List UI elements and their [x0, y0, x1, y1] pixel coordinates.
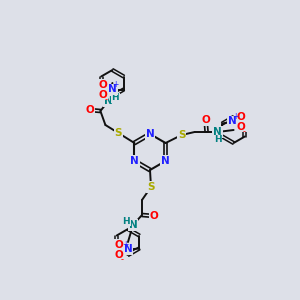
- Text: O: O: [98, 80, 107, 89]
- Text: O: O: [237, 122, 246, 131]
- Text: +: +: [232, 112, 239, 121]
- Text: O: O: [237, 112, 246, 122]
- Text: N: N: [130, 156, 139, 166]
- Text: N: N: [124, 244, 133, 254]
- Text: O: O: [85, 105, 94, 115]
- Text: O: O: [201, 115, 210, 125]
- Text: N: N: [104, 96, 113, 106]
- Text: S: S: [115, 128, 122, 138]
- Text: N: N: [108, 85, 117, 94]
- Text: H: H: [122, 217, 130, 226]
- Text: N: N: [228, 116, 237, 127]
- Text: N: N: [146, 129, 154, 139]
- Text: +: +: [122, 240, 128, 249]
- Text: -: -: [104, 95, 107, 104]
- Text: N: N: [161, 156, 170, 166]
- Text: O: O: [115, 250, 124, 260]
- Text: O: O: [98, 89, 107, 100]
- Text: H: H: [112, 94, 119, 103]
- Text: O: O: [115, 239, 124, 250]
- Text: N: N: [129, 220, 137, 230]
- Text: S: S: [147, 182, 155, 192]
- Text: H: H: [214, 136, 221, 145]
- Text: N: N: [213, 127, 222, 137]
- Text: -: -: [121, 255, 124, 264]
- Text: +: +: [112, 80, 119, 89]
- Text: O: O: [150, 211, 158, 221]
- Text: -: -: [243, 127, 246, 136]
- Text: S: S: [178, 130, 185, 140]
